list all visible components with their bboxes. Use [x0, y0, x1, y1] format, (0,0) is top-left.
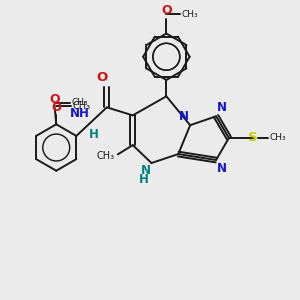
Text: O: O [50, 93, 60, 106]
Text: CH₃: CH₃ [71, 98, 88, 107]
Text: CH₃: CH₃ [73, 101, 91, 111]
Text: N: N [179, 110, 189, 123]
Text: H: H [89, 128, 99, 141]
Text: H: H [139, 172, 149, 185]
Text: N: N [217, 101, 227, 114]
Text: O: O [161, 4, 172, 17]
Text: O: O [51, 101, 61, 114]
Text: CH₃: CH₃ [96, 152, 114, 161]
Text: CH₃: CH₃ [270, 134, 286, 142]
Text: S: S [248, 131, 257, 145]
Text: N: N [141, 164, 151, 177]
Text: N: N [217, 161, 227, 175]
Text: O: O [97, 71, 108, 84]
Text: CH₃: CH₃ [181, 10, 198, 19]
Text: NH: NH [70, 107, 90, 120]
